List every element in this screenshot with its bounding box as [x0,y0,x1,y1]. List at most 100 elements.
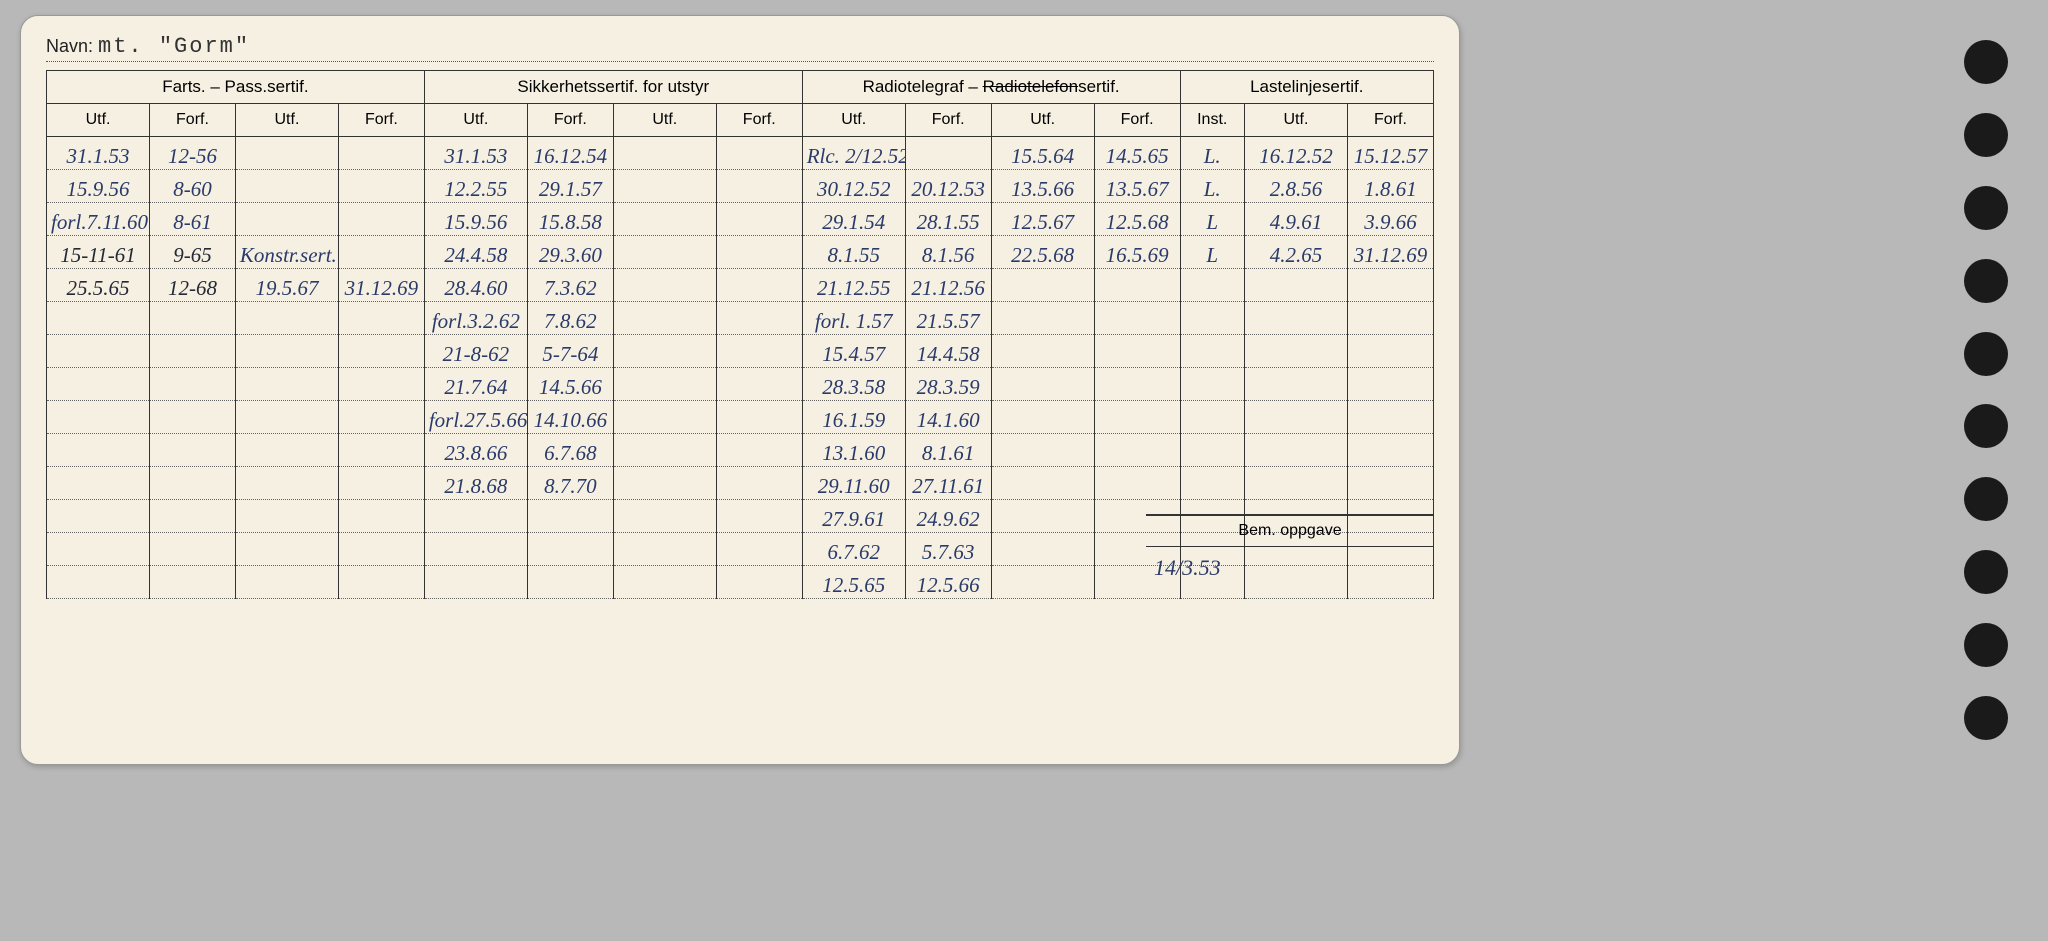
cell-value: 27.11.61 [912,474,984,498]
cell-value: 22.5.68 [1011,243,1074,267]
cell-value: 30.12.52 [817,177,891,201]
cell: 15.12.57 [1347,137,1433,170]
cell-value: 12.2.55 [444,177,507,201]
cell-value: Rlc. 2/12.52 [807,144,906,168]
cell [716,566,802,599]
cell: 31.1.53 [424,137,527,170]
cell [1180,335,1244,368]
cell [1180,368,1244,401]
cell [991,467,1094,500]
col-group-sikkerhet: Sikkerhetssertif. for utstyr [424,71,802,104]
hole-icon [1964,259,2008,303]
cell: 6.7.68 [527,434,613,467]
cell-value: 29.1.57 [539,177,602,201]
cell [150,401,236,434]
cell: 12-56 [150,137,236,170]
cell [424,533,527,566]
cell [716,434,802,467]
cell: 27.9.61 [802,500,905,533]
cell-value: 21-8-62 [443,342,510,366]
cell [613,236,716,269]
cell [613,269,716,302]
cell [338,401,424,434]
cell: 14.1.60 [905,401,991,434]
cell-value: 19.5.67 [255,276,318,300]
cell: 15-11-61 [47,236,150,269]
cell: 13.5.66 [991,170,1094,203]
cell: 8-60 [150,170,236,203]
cell [235,566,338,599]
cell: Rlc. 2/12.52 [802,137,905,170]
cell [613,434,716,467]
cell-value: 15.9.56 [67,177,130,201]
cell: 8-61 [150,203,236,236]
cell-value: 15.5.64 [1011,144,1074,168]
cell: 22.5.68 [991,236,1094,269]
cell [613,170,716,203]
cell [338,434,424,467]
cell [235,434,338,467]
cell-value: 31.12.69 [1354,243,1428,267]
cell: 12.5.66 [905,566,991,599]
col-utf: Utf. [424,104,527,137]
cell: 12.5.68 [1094,203,1180,236]
cell-value: 12.5.65 [822,573,885,597]
cell [991,566,1094,599]
cell [1094,335,1180,368]
cell-value: 14.10.66 [534,408,608,432]
cell-value: 28.4.60 [444,276,507,300]
cell-value: 2.8.56 [1270,177,1323,201]
cell: 27.11.61 [905,467,991,500]
cell [235,137,338,170]
col-forf: Forf. [716,104,802,137]
cell-value: 21.5.57 [917,309,980,333]
cell [716,302,802,335]
cell: 21.7.64 [424,368,527,401]
cell: 31.12.69 [1347,236,1433,269]
cell-value: 15-11-61 [60,243,135,267]
cell-value: L. [1204,177,1221,201]
cell-value: 25.5.65 [67,276,130,300]
cell [613,302,716,335]
cell: 16.1.59 [802,401,905,434]
cell-value: 4.9.61 [1270,210,1323,234]
cell-value: 31.12.69 [345,276,419,300]
table-row: 15-11-619-65Konstr.sert.24.4.5829.3.608.… [47,236,1434,269]
cell [424,500,527,533]
cell [527,566,613,599]
cell [1180,302,1244,335]
cell: 29.1.57 [527,170,613,203]
cell [338,302,424,335]
cell [1094,401,1180,434]
hole-icon [1964,332,2008,376]
cell [338,500,424,533]
cell-value: 6.7.62 [827,540,880,564]
hole-icon [1964,696,2008,740]
cell-value: 23.8.66 [444,441,507,465]
cell [613,203,716,236]
cell-value: 28.3.58 [822,375,885,399]
cell [150,302,236,335]
cell-value: forl.7.11.60 [51,210,148,234]
cell: L. [1180,170,1244,203]
cell [338,467,424,500]
cell: 12.5.67 [991,203,1094,236]
hole-icon [1964,186,2008,230]
cell-value: L [1206,243,1218,267]
cell-value: 15.12.57 [1354,144,1428,168]
col-forf: Forf. [1347,104,1433,137]
cell [716,236,802,269]
cell: 14.10.66 [527,401,613,434]
cell [235,302,338,335]
col-utf: Utf. [991,104,1094,137]
cell [47,500,150,533]
cell: 3.9.66 [1347,203,1433,236]
cell [235,170,338,203]
cell [991,368,1094,401]
cell: L. [1180,137,1244,170]
table-row: 21-8-625-7-6415.4.5714.4.58 [47,335,1434,368]
cell [338,368,424,401]
cell: 7.8.62 [527,302,613,335]
group1-label: Farts. – Pass.sertif. [162,77,308,96]
cell-value: 24.4.58 [444,243,507,267]
